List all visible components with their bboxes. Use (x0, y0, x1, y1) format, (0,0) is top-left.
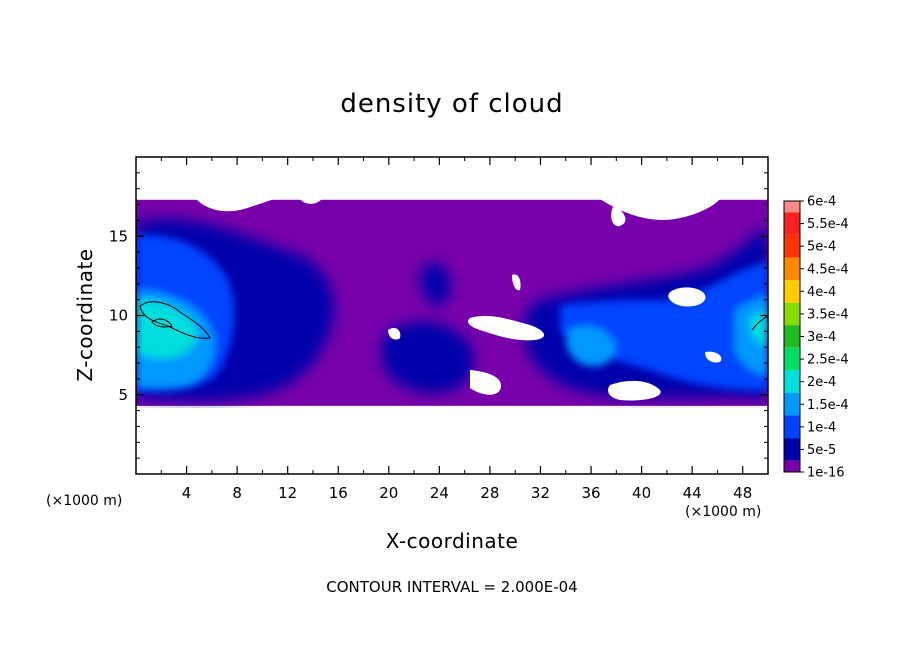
colorbar-label: 1.5e-4 (807, 398, 849, 413)
colorbar-label: 2.5e-4 (807, 353, 849, 368)
contour-interval-note: CONTOUR INTERVAL = 2.000E-04 (326, 578, 577, 596)
x-tick-label: 20 (379, 484, 398, 502)
y-tick-label: 10 (109, 307, 128, 325)
colorbar-label: 5e-5 (807, 443, 836, 458)
x-tick-label: 8 (232, 484, 242, 502)
density-region-center (381, 321, 474, 394)
x-tick-label: 12 (278, 484, 297, 502)
density-region-left-peak (136, 299, 198, 359)
cloud-density-field (136, 157, 768, 474)
colorbar-label: 2e-4 (807, 375, 836, 390)
x-tick-label: 36 (581, 484, 600, 502)
colorbar-label: 4.5e-4 (807, 262, 849, 277)
contour-line-left-inner (151, 318, 173, 328)
y-axis-label: Z-coordinate (73, 248, 97, 381)
density-region-right-core-1 (565, 325, 616, 367)
x-tick-label: 24 (430, 484, 449, 502)
colorbar-swatch (784, 415, 800, 439)
colorbar-label: 3e-4 (807, 330, 836, 345)
y-tick-label: 5 (118, 386, 128, 404)
x-axis-ticks: 4 8 12 16 20 24 28 32 36 40 44 48 (160, 157, 752, 502)
colorbar-swatch (784, 370, 800, 393)
colorbar-swatch (784, 257, 800, 281)
y-axis-ticks: 5 10 15 (109, 172, 768, 459)
colorbar-label: 5e-4 (807, 240, 836, 255)
colorbar-swatch (784, 438, 800, 461)
x-axis-label: X-coordinate (386, 529, 519, 553)
x-tick-label: 40 (632, 484, 651, 502)
contour-line-left (139, 301, 211, 339)
chart-title: density of cloud (340, 89, 563, 119)
colorbar-label: 5.5e-4 (807, 217, 849, 232)
x-unit-label: (×1000 m) (685, 504, 761, 520)
colorbar: 6e-4 5.5e-4 5e-4 4.5e-4 4e-4 3.5e-4 3e-4 2.5e-4… (783, 195, 849, 481)
colorbar-swatch (784, 201, 800, 213)
contour-line-right (751, 315, 768, 331)
clear-air-gaps (136, 157, 768, 474)
colorbar-swatch (784, 280, 800, 303)
colorbar-label: 4e-4 (807, 285, 836, 300)
colorbar-swatch (784, 347, 800, 371)
z-unit-label: (×1000 m) (46, 493, 122, 509)
colorbar-label: 3.5e-4 (807, 307, 849, 322)
y-tick-label: 15 (109, 227, 128, 245)
x-tick-label: 32 (531, 484, 550, 502)
x-tick-label: 28 (480, 484, 499, 502)
colorbar-swatch (784, 392, 800, 416)
colorbar-label: 6e-4 (807, 195, 836, 210)
colorbar-swatch (784, 460, 800, 472)
colorbar-swatch (784, 212, 800, 235)
density-region-upper-center (420, 262, 451, 306)
colorbar-swatch (784, 325, 800, 348)
colorbar-swatch (784, 302, 800, 326)
colorbar-label: 1e-4 (807, 420, 836, 435)
colorbar-label: 1e-16 (807, 466, 845, 481)
x-tick-label: 16 (329, 484, 348, 502)
colorbar-swatch (784, 234, 800, 258)
x-tick-label: 48 (733, 484, 752, 502)
x-tick-label: 44 (683, 484, 702, 502)
x-tick-label: 4 (182, 484, 192, 502)
